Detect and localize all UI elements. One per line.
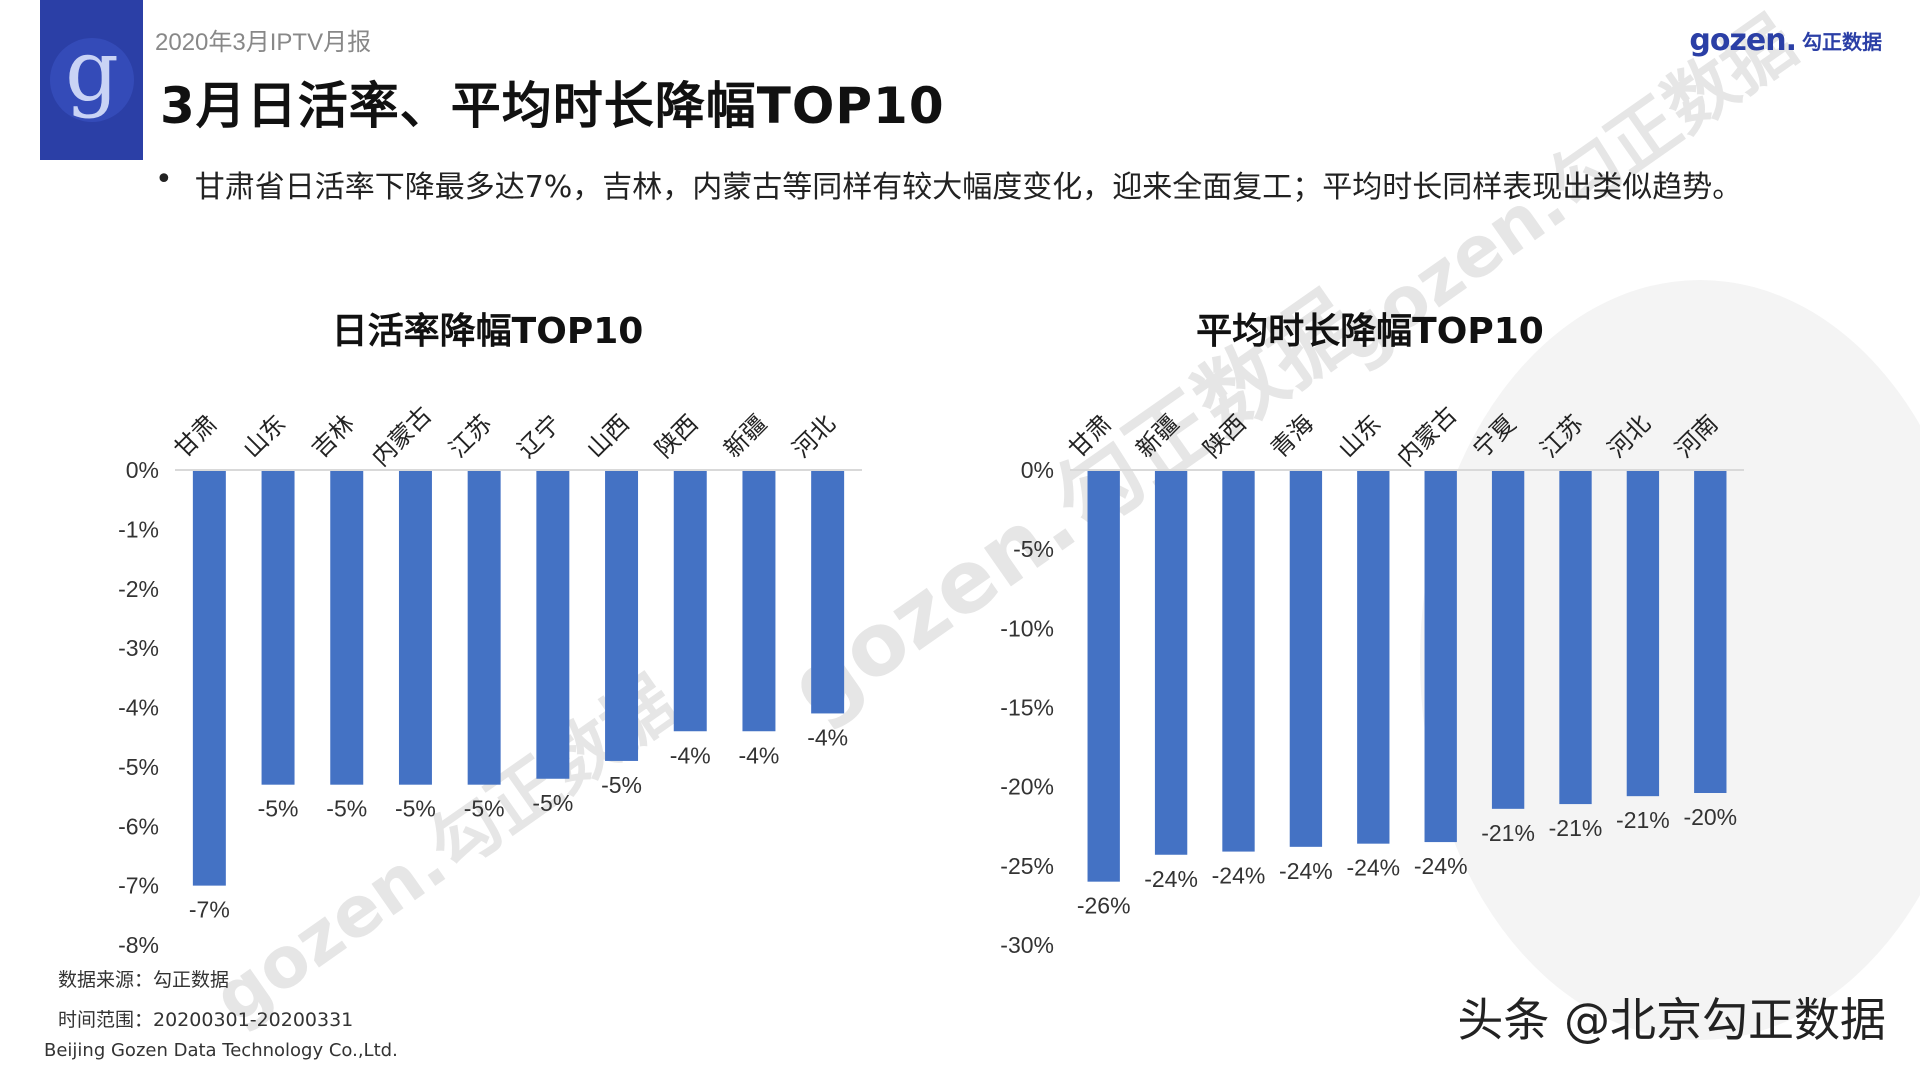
bullet-marker: • xyxy=(155,162,173,197)
category-label: 宁夏 xyxy=(1468,409,1522,463)
data-label: -26% xyxy=(1077,893,1131,919)
category-label: 河南 xyxy=(1670,409,1724,463)
category-label: 河北 xyxy=(1602,409,1656,463)
y-tick-label: -8% xyxy=(118,932,159,958)
brand-name: 勾正数据 xyxy=(1802,29,1882,54)
bar xyxy=(1222,470,1255,852)
bar xyxy=(673,470,707,732)
y-tick-label: -15% xyxy=(1000,695,1054,721)
category-label: 青海 xyxy=(1265,409,1319,463)
data-source: 数据来源：勾正数据 xyxy=(58,969,230,991)
y-tick-label: 0% xyxy=(126,457,159,483)
data-label: -4% xyxy=(807,724,848,750)
y-tick-label: -2% xyxy=(118,576,159,602)
data-label: -21% xyxy=(1481,820,1535,846)
category-label: 甘肃 xyxy=(1063,409,1117,463)
y-tick-label: -5% xyxy=(1013,536,1054,562)
data-label: -5% xyxy=(395,796,436,822)
data-label: -20% xyxy=(1683,804,1737,830)
y-tick-label: -1% xyxy=(118,516,159,542)
time-range: 时间范围：20200301-20200331 xyxy=(58,1009,354,1031)
data-label: -21% xyxy=(1616,807,1670,833)
brand-word: gozen. xyxy=(1689,22,1797,58)
bar xyxy=(605,470,639,761)
bar xyxy=(467,470,501,785)
chart-title-daily-active: 日活率降幅TOP10 xyxy=(331,311,644,352)
bar xyxy=(1491,470,1525,809)
svg-text:g: g xyxy=(65,25,119,120)
y-tick-label: -4% xyxy=(118,695,159,721)
data-label: -21% xyxy=(1549,815,1603,841)
bar xyxy=(811,470,845,714)
y-tick-label: -25% xyxy=(1000,853,1054,879)
data-label: -5% xyxy=(601,772,642,798)
summary-text: 甘肃省日活率下降最多达7%，吉林，内蒙古等同样有较大幅度变化，迎来全面复工；平均… xyxy=(194,170,1743,205)
y-tick-label: -7% xyxy=(118,873,159,899)
chart-title-avg-duration: 平均时长降幅TOP10 xyxy=(1196,311,1544,352)
bar xyxy=(398,470,432,785)
category-label: 内蒙古 xyxy=(1392,401,1463,472)
credit: 头条 @北京勾正数据 xyxy=(1457,993,1886,1047)
category-label: 陕西 xyxy=(1198,409,1252,463)
y-tick-label: -10% xyxy=(1000,615,1054,641)
category-label: 新疆 xyxy=(1131,409,1185,463)
data-label: -24% xyxy=(1279,858,1333,884)
y-tick-label: -6% xyxy=(118,813,159,839)
bar xyxy=(1357,470,1390,844)
data-label: -24% xyxy=(1212,863,1266,889)
bar xyxy=(1087,470,1120,882)
report-label: 2020年3月IPTV月报 xyxy=(155,29,372,56)
y-tick-label: -30% xyxy=(1000,932,1054,958)
data-label: -7% xyxy=(189,897,230,923)
bar xyxy=(536,470,570,779)
y-tick-label: 0% xyxy=(1021,457,1054,483)
y-tick-label: -5% xyxy=(118,754,159,780)
data-label: -5% xyxy=(258,796,299,822)
data-label: -4% xyxy=(670,742,711,768)
data-label: -24% xyxy=(1346,855,1400,881)
category-label: 山东 xyxy=(1333,409,1387,463)
bar xyxy=(192,470,226,886)
bar xyxy=(1289,470,1323,847)
bar xyxy=(330,470,364,785)
summary-bullet: • 甘肃省日活率下降最多达7%，吉林，内蒙古等同样有较大幅度变化，迎来全面复工；… xyxy=(155,162,1742,206)
bar xyxy=(1424,470,1457,843)
bar xyxy=(261,470,295,785)
bar xyxy=(1559,470,1592,805)
data-label: -5% xyxy=(326,796,367,822)
bar xyxy=(1626,470,1660,797)
bar xyxy=(1694,470,1727,793)
g-logo-icon: g xyxy=(49,25,134,122)
bar xyxy=(1154,470,1188,855)
brand-logo: gozen. 勾正数据 xyxy=(1689,22,1882,58)
y-tick-label: -3% xyxy=(118,635,159,661)
category-label: 江苏 xyxy=(1535,409,1589,463)
bar xyxy=(742,470,776,732)
data-label: -5% xyxy=(464,796,505,822)
data-label: -5% xyxy=(532,790,573,816)
company-name: Beijing Gozen Data Technology Co.,Ltd. xyxy=(44,1040,398,1061)
y-tick-label: -20% xyxy=(1000,774,1054,800)
data-label: -4% xyxy=(738,742,779,768)
data-label: -24% xyxy=(1414,853,1468,879)
page-title: 3月日活率、平均时长降幅TOP10 xyxy=(160,77,945,135)
logo: g xyxy=(40,0,143,160)
data-label: -24% xyxy=(1144,866,1198,892)
